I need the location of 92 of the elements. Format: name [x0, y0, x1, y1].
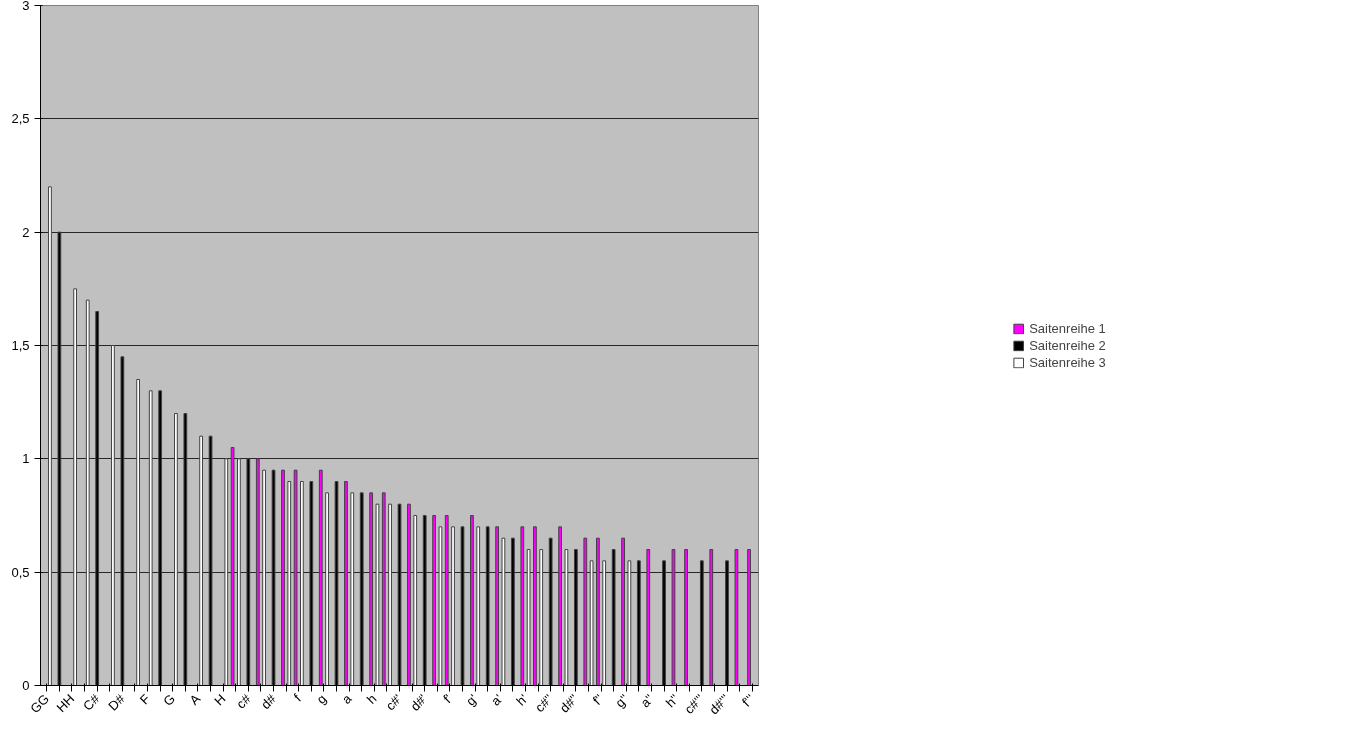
x-tick-label: d#'''	[706, 691, 733, 718]
bar	[526, 549, 531, 686]
bar	[539, 549, 544, 686]
bar	[621, 537, 625, 686]
bar	[533, 526, 537, 686]
y-tick-label: 3	[22, 0, 30, 13]
bar	[381, 492, 386, 686]
bar	[602, 560, 607, 686]
x-tick-label: C#	[80, 690, 104, 714]
x-tick-label: c#''	[532, 691, 556, 716]
bar	[262, 469, 266, 686]
bar	[230, 447, 235, 686]
bar	[589, 560, 594, 686]
x-tick-label: A	[186, 690, 204, 708]
x-tick-label: h'	[513, 691, 531, 709]
y-tick-label: 1,5	[11, 338, 30, 353]
bar	[388, 503, 392, 686]
x-tick-label: d#'	[407, 691, 430, 714]
bar	[501, 537, 506, 686]
bar	[325, 492, 329, 686]
bar	[476, 526, 481, 686]
bar	[520, 526, 525, 686]
bar	[438, 526, 443, 686]
bar	[596, 537, 600, 686]
bar	[85, 299, 90, 686]
x-tick-label: f'	[440, 691, 456, 707]
bar	[495, 526, 500, 686]
bar	[558, 526, 562, 686]
bar	[684, 549, 688, 686]
x-tick-label: h	[363, 691, 380, 707]
bar	[111, 345, 115, 686]
bar	[350, 492, 355, 686]
bar	[407, 503, 411, 686]
x-tick-label: a'	[488, 691, 506, 709]
bar	[287, 481, 292, 686]
x-tick-label: f'''	[739, 691, 758, 710]
x-tick-label: g	[313, 691, 330, 707]
bar	[583, 537, 588, 686]
bar	[299, 481, 304, 686]
y-tick-label: 0,5	[11, 564, 30, 580]
x-tick-label: g'	[462, 691, 481, 709]
legend-label: Saitenreihe 1	[1029, 320, 1106, 336]
bar	[199, 435, 203, 686]
bar	[470, 515, 474, 686]
x-tick-label: f	[290, 690, 305, 705]
bar	[224, 458, 229, 686]
bar	[627, 560, 632, 686]
x-tick-label: g''	[612, 691, 632, 711]
x-tick-label: h''	[662, 691, 682, 711]
bar	[671, 549, 676, 686]
x-tick-label: d#''	[556, 691, 582, 716]
x-tick-label: GG	[27, 691, 53, 717]
x-tick-label: c#'''	[681, 691, 708, 717]
bar	[734, 549, 739, 686]
bar	[48, 186, 52, 686]
bar	[344, 481, 348, 686]
bar	[369, 492, 374, 686]
x-tick-label: d#	[258, 690, 280, 713]
bar	[148, 390, 153, 686]
bar	[432, 515, 437, 686]
y-tick-label: 2	[22, 224, 30, 240]
x-tick-label: G	[160, 691, 179, 709]
bar	[451, 526, 455, 686]
bar	[444, 515, 449, 686]
bar	[73, 288, 78, 686]
bar	[281, 469, 285, 686]
y-tick-label: 2,5	[11, 111, 30, 127]
x-tick-label: a''	[637, 691, 657, 711]
bar	[237, 458, 241, 686]
bar	[375, 503, 380, 686]
x-tick-label: c#'	[382, 691, 405, 714]
legend-label: Saitenreihe 3	[1029, 354, 1106, 370]
x-tick-label: F	[136, 691, 153, 708]
bar	[564, 549, 569, 686]
x-tick-label: D#	[105, 690, 129, 714]
bar	[709, 549, 714, 686]
bar	[255, 458, 260, 686]
legend-label: Saitenreihe 2	[1029, 337, 1106, 353]
bar	[136, 379, 141, 686]
x-tick-label: a	[338, 690, 355, 707]
bar	[646, 549, 651, 686]
y-tick-label: 1	[22, 451, 30, 467]
bar	[413, 515, 418, 686]
bar	[318, 469, 323, 686]
bar	[293, 469, 298, 686]
x-tick-label: f''	[589, 691, 607, 708]
x-tick-label: H	[211, 691, 229, 709]
bar	[174, 413, 178, 686]
bar	[747, 549, 751, 686]
x-tick-label: c#	[233, 690, 255, 712]
y-tick-label: 0	[22, 678, 30, 693]
x-tick-label: HH	[53, 691, 78, 716]
